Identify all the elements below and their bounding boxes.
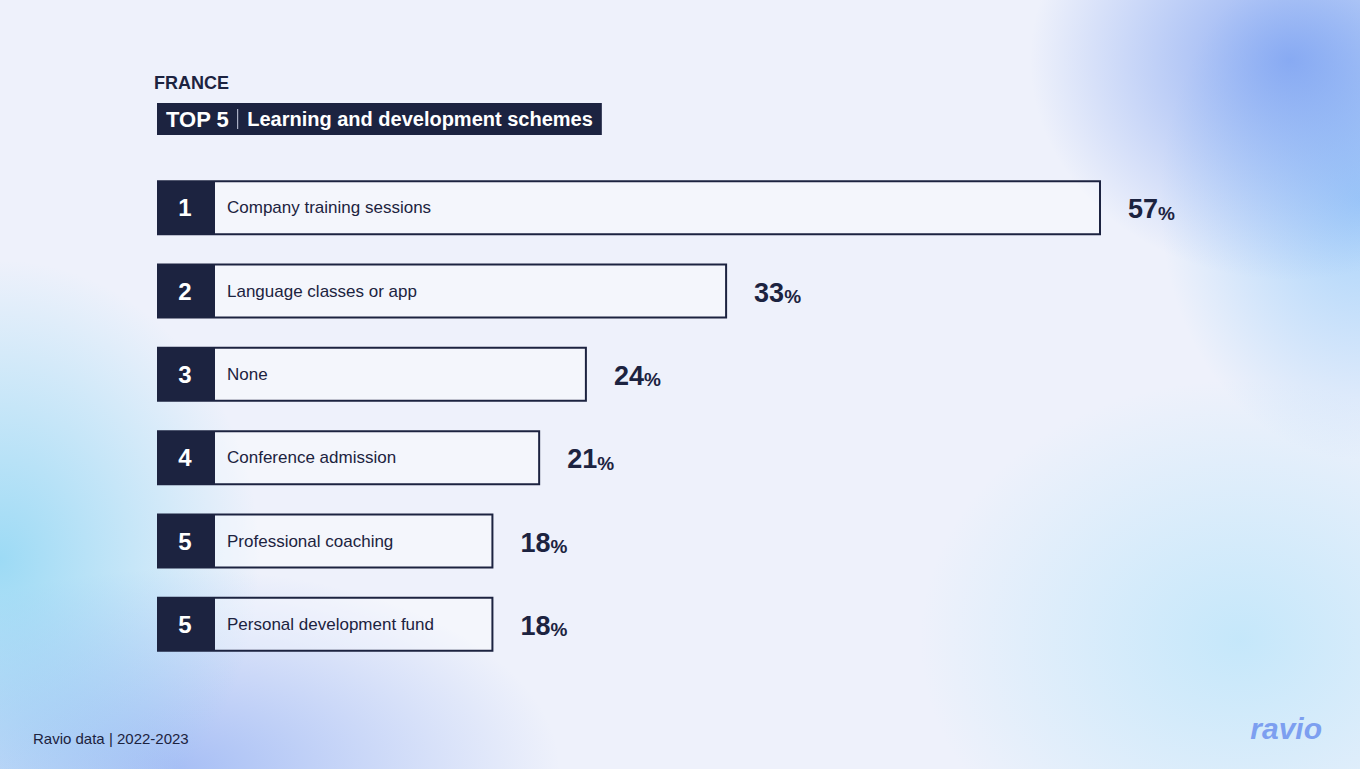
svg-text:%: % (784, 286, 801, 307)
svg-text:Conference admission: Conference admission (227, 448, 396, 467)
svg-text:%: % (597, 453, 614, 474)
svg-text:Ravio data | 2022-2023: Ravio data | 2022-2023 (33, 730, 189, 747)
svg-text:3: 3 (178, 361, 191, 388)
svg-text:%: % (550, 536, 567, 557)
svg-text:5: 5 (178, 611, 191, 638)
svg-text:Personal development fund: Personal development fund (227, 615, 434, 634)
svg-text:TOP 5: TOP 5 (166, 107, 229, 132)
svg-text:Professional coaching: Professional coaching (227, 532, 393, 551)
svg-text:%: % (550, 619, 567, 640)
svg-text:57: 57 (1128, 194, 1158, 224)
svg-text:FRANCE: FRANCE (154, 73, 229, 93)
svg-text:24: 24 (614, 361, 644, 391)
svg-text:1: 1 (178, 194, 191, 221)
svg-text:4: 4 (178, 444, 192, 471)
svg-text:ravio: ravio (1250, 712, 1322, 745)
svg-text:18: 18 (520, 528, 550, 558)
svg-text:Language classes or app: Language classes or app (227, 282, 417, 301)
svg-text:21: 21 (567, 444, 597, 474)
svg-text:18: 18 (520, 611, 550, 641)
svg-text:%: % (1158, 203, 1175, 224)
svg-text:Learning and development schem: Learning and development schemes (247, 108, 593, 130)
svg-text:None: None (227, 365, 268, 384)
svg-text:33: 33 (754, 278, 784, 308)
svg-text:Company training sessions: Company training sessions (227, 198, 431, 217)
svg-text:5: 5 (178, 528, 191, 555)
svg-text:2: 2 (178, 278, 191, 305)
svg-text:%: % (644, 369, 661, 390)
